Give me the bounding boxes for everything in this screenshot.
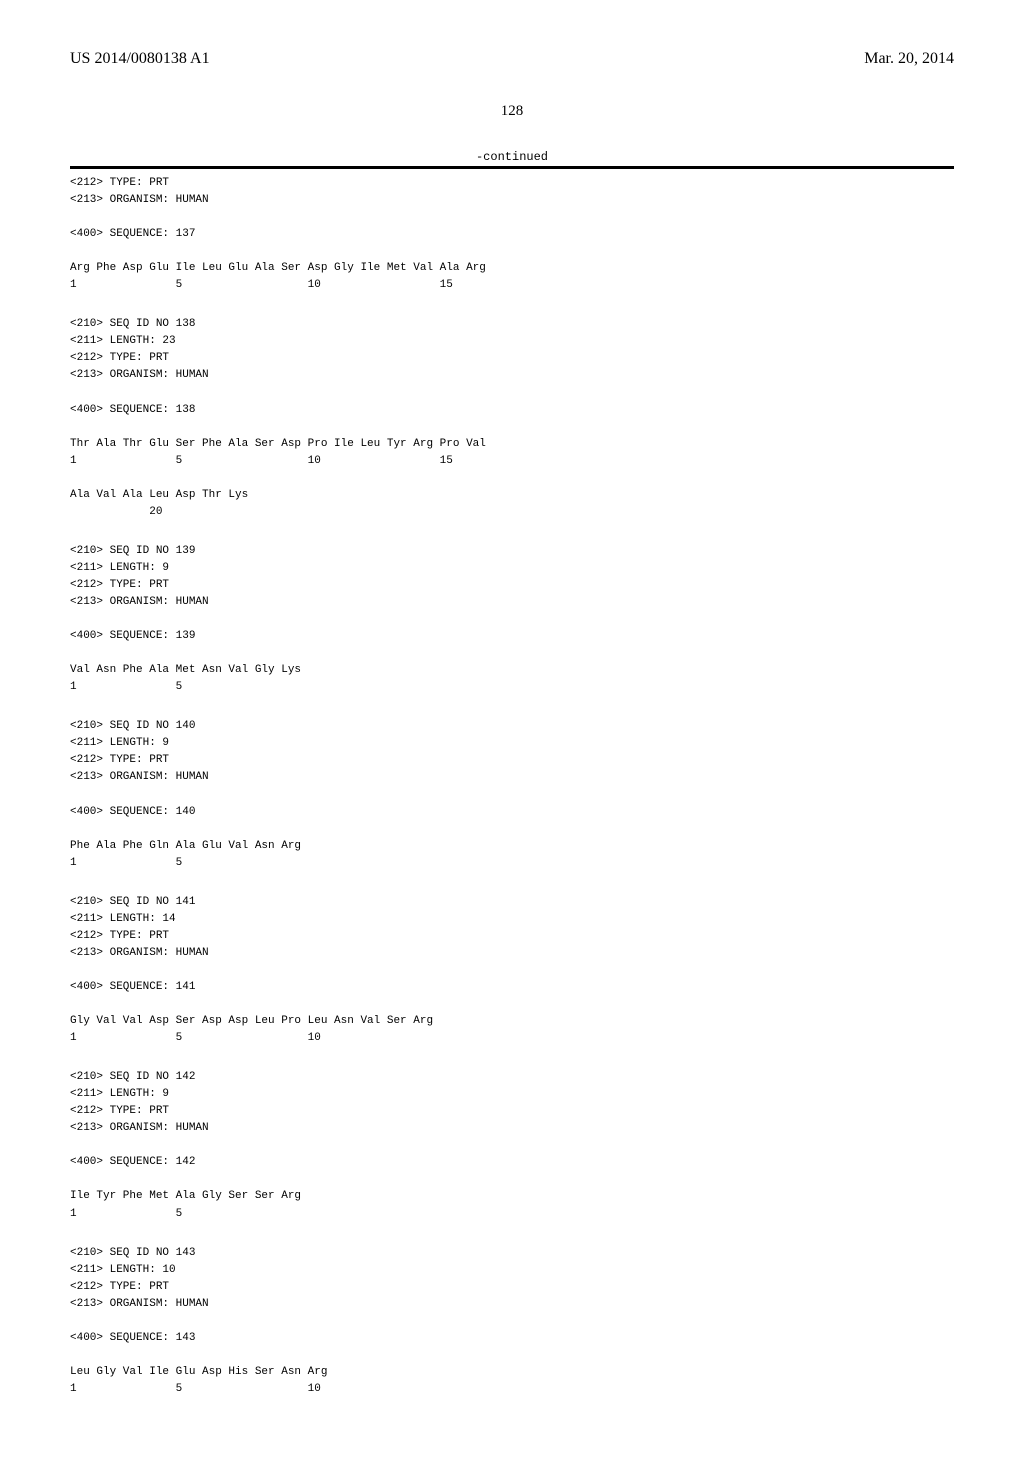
page-number: 128 [70,103,954,120]
page-container: US 2014/0080138 A1 Mar. 20, 2014 128 -co… [0,0,1024,1480]
sequence-block: <210> SEQ ID NO 138 <211> LENGTH: 23 <21… [70,316,954,521]
publication-number: US 2014/0080138 A1 [70,50,210,68]
sequence-block: <210> SEQ ID NO 143 <211> LENGTH: 10 <21… [70,1245,954,1398]
continued-label: -continued [70,150,954,164]
sequence-block: <210> SEQ ID NO 142 <211> LENGTH: 9 <212… [70,1069,954,1222]
page-header: US 2014/0080138 A1 Mar. 20, 2014 [70,50,954,68]
sequence-block: <210> SEQ ID NO 141 <211> LENGTH: 14 <21… [70,894,954,1047]
sequence-block: <210> SEQ ID NO 140 <211> LENGTH: 9 <212… [70,718,954,871]
sequence-block: <210> SEQ ID NO 139 <211> LENGTH: 9 <212… [70,543,954,696]
sequence-block: <212> TYPE: PRT <213> ORGANISM: HUMAN <4… [70,175,954,294]
publication-date: Mar. 20, 2014 [864,50,954,68]
sequence-listing: <212> TYPE: PRT <213> ORGANISM: HUMAN <4… [70,169,954,1398]
